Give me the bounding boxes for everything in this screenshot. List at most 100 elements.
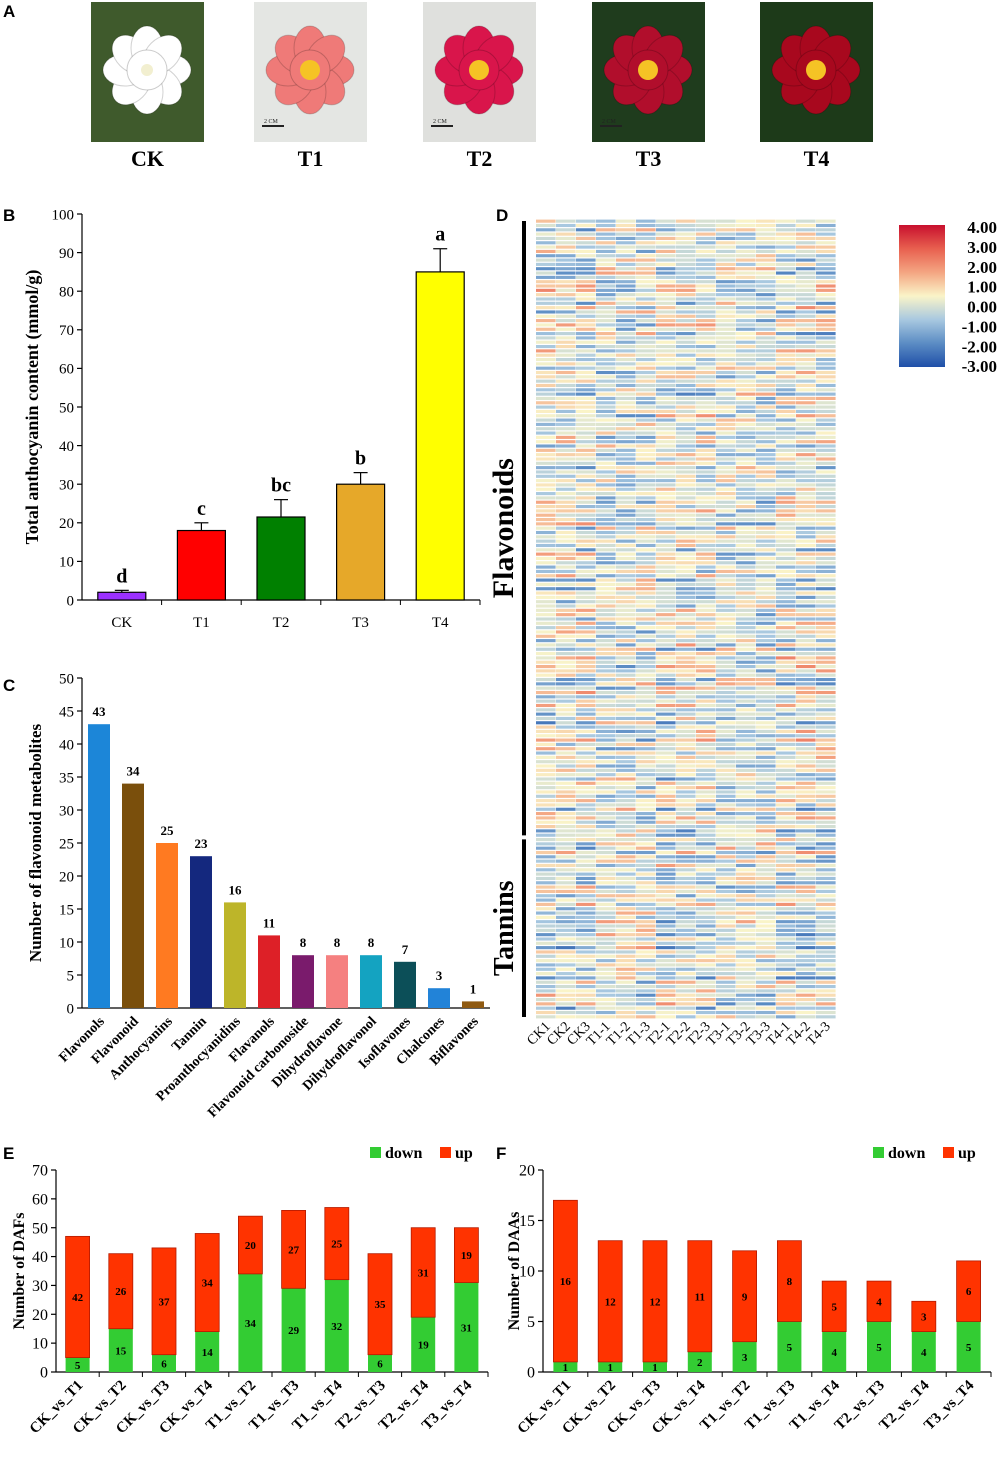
heatmap-cell: [676, 401, 696, 405]
heatmap-cell: [656, 535, 676, 539]
heatmap-cell: [816, 997, 836, 1002]
heatmap-cell: [656, 435, 676, 439]
heatmap-cell: [756, 837, 776, 842]
heatmap-cell: [776, 582, 796, 586]
heatmap-cell: [776, 539, 796, 543]
photo-label-t4: T4: [803, 146, 830, 171]
heatmap-cell: [776, 418, 796, 422]
segment-label: 6: [377, 1358, 383, 1370]
heatmap-cell: [756, 846, 776, 850]
heatmap-cell: [796, 825, 816, 829]
heatmap-cell: [696, 388, 716, 392]
heatmap-cell: [656, 401, 676, 405]
heatmap-cell: [616, 1010, 636, 1015]
heatmap-cell: [656, 920, 676, 924]
heatmap-cell: [576, 500, 596, 504]
heatmap-cell: [676, 539, 696, 543]
segment-label: 4: [921, 1347, 927, 1359]
heatmap-cell: [656, 777, 676, 781]
heatmap-cell: [716, 396, 736, 401]
heatmap-cell: [736, 249, 756, 253]
heatmap-cell: [776, 993, 796, 997]
heatmap-cell: [716, 738, 736, 742]
heatmap-cell: [656, 634, 676, 638]
heatmap-cell: [676, 383, 696, 388]
heatmap-cell: [796, 794, 816, 798]
heatmap-cell: [816, 578, 836, 582]
heatmap-cell: [676, 306, 696, 310]
heatmap-cell: [656, 219, 676, 223]
heatmap-cell: [556, 418, 576, 422]
heatmap-cell: [716, 855, 736, 859]
heatmap-cell: [576, 232, 596, 236]
heatmap-cell: [796, 375, 816, 379]
heatmap-cell: [776, 483, 796, 487]
heatmap-cell: [576, 319, 596, 323]
heatmap-cell: [556, 345, 576, 349]
heatmap-cell: [536, 647, 556, 651]
y-axis-label: Number of DAAs: [506, 1212, 523, 1331]
heatmap-cell: [556, 613, 576, 617]
heatmap-cell: [576, 989, 596, 993]
heatmap-cell: [676, 535, 696, 539]
heatmap-cell: [556, 898, 576, 902]
y-tick-label: 30: [32, 1278, 48, 1295]
heatmap-cell: [596, 345, 616, 349]
heatmap-cell: [796, 829, 816, 833]
heatmap-cell: [576, 362, 596, 366]
heatmap-cell: [776, 721, 796, 725]
heatmap-cell: [596, 972, 616, 976]
heatmap-cell: [556, 284, 576, 288]
heatmap-cell: [716, 820, 736, 824]
heatmap-cell: [636, 530, 656, 535]
heatmap-cell: [776, 379, 796, 383]
heatmap-cell: [776, 362, 796, 366]
heatmap-cell: [696, 725, 716, 729]
heatmap-cell: [616, 232, 636, 236]
heatmap-cell: [756, 271, 776, 275]
heatmap-cell: [716, 721, 736, 725]
heatmap-cell: [716, 643, 736, 647]
heatmap-cell: [816, 773, 836, 777]
heatmap-cell: [616, 768, 636, 772]
heatmap-cell: [796, 915, 816, 919]
heatmap-cell: [696, 941, 716, 945]
heatmap-cell: [656, 816, 676, 820]
heatmap-cell: [676, 1002, 696, 1006]
heatmap-cell: [676, 483, 696, 487]
heatmap-cell: [576, 985, 596, 989]
heatmap-cell: [636, 773, 656, 777]
heatmap-cell: [616, 353, 636, 357]
heatmap-cell: [576, 820, 596, 824]
heatmap-cell: [736, 673, 756, 677]
heatmap-cell: [736, 889, 756, 893]
x-tick-label: T3_vs_T4: [921, 1377, 977, 1433]
heatmap-cell: [736, 453, 756, 457]
heatmap-cell: [596, 241, 616, 245]
heatmap-cell: [636, 284, 656, 288]
heatmap-cell: [756, 799, 776, 803]
heatmap-cell: [556, 314, 576, 318]
heatmap-cell: [656, 647, 676, 651]
heatmap-cell: [796, 643, 816, 647]
heatmap-cell: [756, 474, 776, 478]
heatmap-cell: [816, 768, 836, 772]
heatmap-cell: [556, 993, 576, 997]
heatmap-cell: [536, 946, 556, 950]
heatmap-cell: [576, 405, 596, 409]
heatmap-cell: [616, 786, 636, 790]
heatmap-cell: [796, 362, 816, 366]
heatmap-cell: [636, 946, 656, 950]
heatmap-cell: [596, 937, 616, 941]
heatmap-cell: [556, 755, 576, 759]
scale-bar-label: 2 CM: [602, 119, 617, 125]
heatmap-cell: [816, 427, 836, 431]
heatmap-cell: [596, 306, 616, 310]
heatmap-cell: [676, 271, 696, 275]
heatmap-cell: [596, 254, 616, 258]
heatmap-cell: [696, 422, 716, 426]
heatmap-cell: [536, 258, 556, 262]
heatmap-cell: [616, 1002, 636, 1006]
heatmap-cell: [796, 963, 816, 967]
heatmap-cell: [756, 578, 776, 582]
